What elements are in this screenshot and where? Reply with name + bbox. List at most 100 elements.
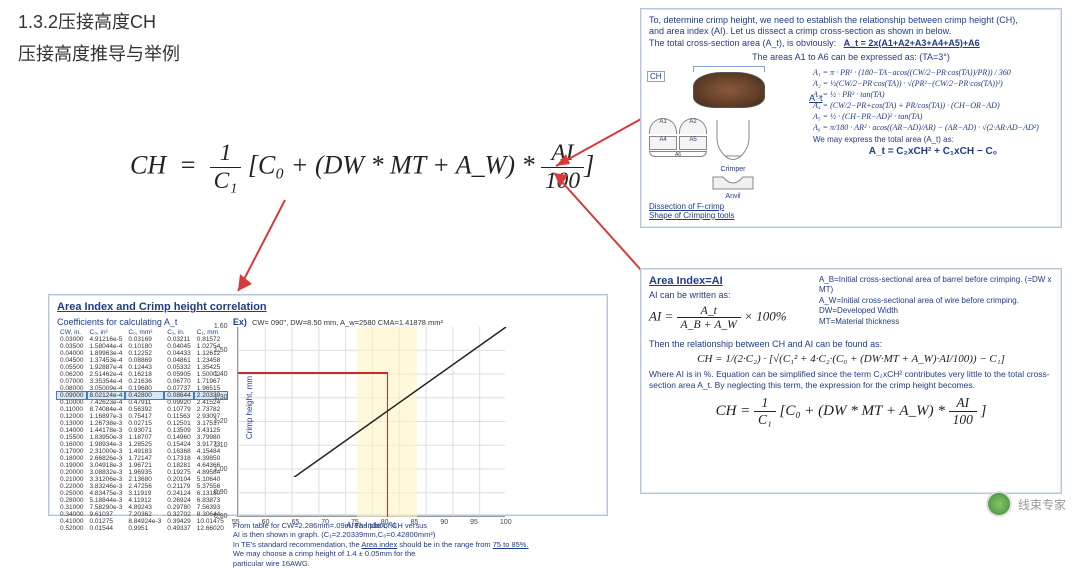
table-row: 0.310007.58290e-34.892430.297807.56393 — [57, 504, 227, 511]
bl-table-wrap: Coefficients for calculating A_t CW, in.… — [57, 317, 227, 568]
table-row: 0.410000.012758.84924e-30.3942910.01475 — [57, 518, 227, 525]
table-row: 0.040001.89963e-40.122520.044331.12612 — [57, 350, 227, 357]
table-row: 0.035001.58044e-40.101800.040451.02754 — [57, 343, 227, 350]
dissection-link[interactable]: Dissection of F-crimp — [649, 202, 809, 211]
tr-equations: A₁ = π · PR² · (180−TA−acos((CW/2−PR·cos… — [813, 66, 1053, 220]
watermark: 线束专家 — [986, 491, 1066, 517]
chart-ytick: 0.80 — [214, 513, 228, 520]
crimper-label: Crimper — [711, 166, 755, 173]
arrow-to-bl — [230, 196, 310, 296]
table-row: 0.340009.610377.203620.327028.30644 — [57, 511, 227, 518]
chart-xtick: 95 — [470, 519, 478, 526]
table-row: 0.140001.44178e-30.930710.135093.43125 — [57, 427, 227, 434]
chart-ytick: 0.90 — [214, 489, 228, 496]
bl-title: Area Index and Crimp height correlation — [57, 301, 599, 313]
table-row: 0.130001.26738e-30.027150.125013.17517 — [57, 420, 227, 427]
eq-a6: A₆ = π/180 · AR² · acos((AR−AD)/AR) − (A… — [813, 123, 1053, 132]
chart-xtick: 100 — [500, 519, 512, 526]
panel-derivation: To, determine crimp height, we need to e… — [640, 8, 1062, 228]
main-equation: CH = 1 C₁ [C₀ + (DW * MT + A_W) * AI 100… — [130, 140, 594, 195]
ex-line: CW= 090", DW=8.50 mm, A_w=2580 CMA=1.418… — [252, 318, 443, 327]
anvil-label: Anvil — [711, 193, 755, 200]
table-row: 0.220003.83246e-32.472560.211795.37556 — [57, 483, 227, 490]
at-tag: A_t — [809, 93, 823, 103]
shape-a2: A2 — [679, 118, 707, 134]
table-row: 0.155001.83950e-31.187070.149603.79980 — [57, 434, 227, 441]
table-header: CW, in. — [57, 329, 87, 336]
table-row: 0.120001.16897e-30.754170.115632.93097 — [57, 413, 227, 420]
panel-correlation: Area Index and Crimp height correlation … — [48, 294, 608, 516]
br-para: Where AI is in %. Equation can be simpli… — [649, 369, 1053, 391]
table-header: C₀, mm² — [125, 329, 164, 336]
eq-frac2: AI 100 — [541, 140, 584, 195]
shape-link[interactable]: Shape of Crimping tools — [649, 211, 809, 220]
table-row: 0.180002.66826e-31.721470.173184.39850 — [57, 455, 227, 462]
section-subtitle: 压接高度推导与举例 — [18, 40, 180, 66]
table-row: 0.055001.92887e-40.124430.053321.35425 — [57, 364, 227, 371]
table-row: 0.062002.51462e-40.162180.059051.50002 — [57, 371, 227, 378]
table-header: C₁, in. — [164, 329, 194, 336]
table-header: C₁, mm — [194, 329, 227, 336]
chart-xtick: 85 — [411, 519, 419, 526]
eq-a1: A₁ = π · PR² · (180−TA−acos((CW/2−PR·cos… — [813, 68, 1053, 77]
shape-a4: A4 — [649, 136, 677, 150]
eq-lhs: CH — [130, 150, 166, 179]
table-row: 0.070003.35354e-40.216360.067701.71967 — [57, 378, 227, 385]
tr-at-formula: A_t = 2x(A1+A2+A3+A4+A5)+A6 — [844, 38, 980, 48]
table-header: C₀, in² — [87, 329, 126, 336]
panel-area-index: Area Index=AI AI can be written as: AI =… — [640, 268, 1062, 494]
table-row: 0.030004.91216e-50.031690.032110.81572 — [57, 336, 227, 343]
chart-ytick: 1.50 — [214, 347, 228, 354]
chart-ytick: 1.30 — [214, 394, 228, 401]
chart-xtick: 75 — [351, 519, 359, 526]
chart-xtick: 65 — [291, 519, 299, 526]
shape-a6: A6 — [649, 151, 707, 157]
cross-section-image — [693, 72, 765, 108]
crimp-height-chart: Area Index, % Crimp height, mm 556065707… — [237, 327, 505, 517]
tr-intro: To, determine crimp height, we need to e… — [649, 15, 1053, 49]
eq-inner: C₀ + (DW * MT + A_W) * — [258, 150, 534, 179]
table-row: 0.110008.74084e-40.563920.107792.73782 — [57, 406, 227, 413]
br-eq3: CH = 1C₁ [C₀ + (DW * MT + A_W) * AI100 ] — [649, 395, 1053, 428]
bl-coef-title: Coefficients for calculating A_t — [57, 317, 227, 327]
table-row: 0.280005.18844e-34.119120.269246.83873 — [57, 497, 227, 504]
table-row: 0.210003.31206e-32.136800.201045.10640 — [57, 476, 227, 483]
ex-label: Ex) — [233, 317, 247, 327]
chart-ytick: 1.60 — [214, 323, 228, 330]
table-row: 0.250004.83475e-33.119190.241246.13180 — [57, 490, 227, 497]
eq-a5: A₅ = ½ · (CH−PR−AD)² · tan(TA) — [813, 112, 1053, 121]
coefficients-table: CW, in.C₀, in²C₀, mm²C₁, in.C₁, mm 0.030… — [57, 329, 227, 532]
br-eq1: AI = A_tA_B + A_W × 100% — [649, 304, 809, 331]
section-number: 1.3.2压接高度CH — [18, 8, 156, 34]
chart-line — [238, 327, 538, 477]
chart-ytick: 1.00 — [214, 466, 228, 473]
table-row: 0.090008.02124e-40.428000.086442.20339 — [57, 392, 227, 399]
eq-a2: A₂ = ½(CW/2−PR·cos(TA)) · √(PR²−(CW/2−PR… — [813, 79, 1053, 88]
chart-ytick: 1.40 — [214, 371, 228, 378]
table-row: 0.190003.04918e-31.967210.182814.64366 — [57, 462, 227, 469]
table-row: 0.045001.37453e-40.088690.048611.23458 — [57, 357, 227, 364]
eq-frac1: 1 C₁ — [210, 140, 242, 195]
watermark-logo-icon — [986, 491, 1012, 517]
br-line1: AI can be written as: — [649, 290, 809, 300]
tr-areas-note: The areas A1 to A6 can be expressed as: … — [649, 52, 1053, 62]
tr-final-eq: A_t = C₂xCH² + C₁xCH − C₀ — [813, 146, 1053, 157]
table-row: 0.200003.08832e-31.969350.192754.89584 — [57, 469, 227, 476]
chart-ylabel: Crimp height, mm — [245, 376, 254, 439]
chart-xtick: 55 — [232, 519, 240, 526]
crimper-icon — [711, 118, 755, 164]
ch-tag: CH — [647, 71, 665, 82]
br-eq2: CH = 1/(2·C₂) · [√(C₁² + 4·C₂·(C₀ + (DW·… — [649, 353, 1053, 365]
table-row: 0.080003.05009e-40.196800.077371.96515 — [57, 385, 227, 392]
shape-a1: A1 — [649, 118, 677, 134]
bl-chart-wrap: Ex) CW= 090", DW=8.50 mm, A_w=2580 CMA=1… — [233, 317, 599, 568]
table-row: 0.160001.98934e-31.285250.154243.91773 — [57, 441, 227, 448]
chart-xtick: 80 — [381, 519, 389, 526]
eq-a4: A₄ = (CW/2−PR+cos(TA) + PR/cos(TA)) · (C… — [813, 101, 1053, 110]
watermark-text: 线束专家 — [1018, 496, 1066, 513]
chart-xtick: 90 — [440, 519, 448, 526]
chart-xlabel: Area Index, % — [238, 521, 505, 530]
chart-xtick: 70 — [321, 519, 329, 526]
br-mid: Then the relationship between CH and AI … — [649, 339, 1053, 349]
eq-a3: A₃ = ½ · PR² · tan(TA) — [813, 90, 1053, 99]
